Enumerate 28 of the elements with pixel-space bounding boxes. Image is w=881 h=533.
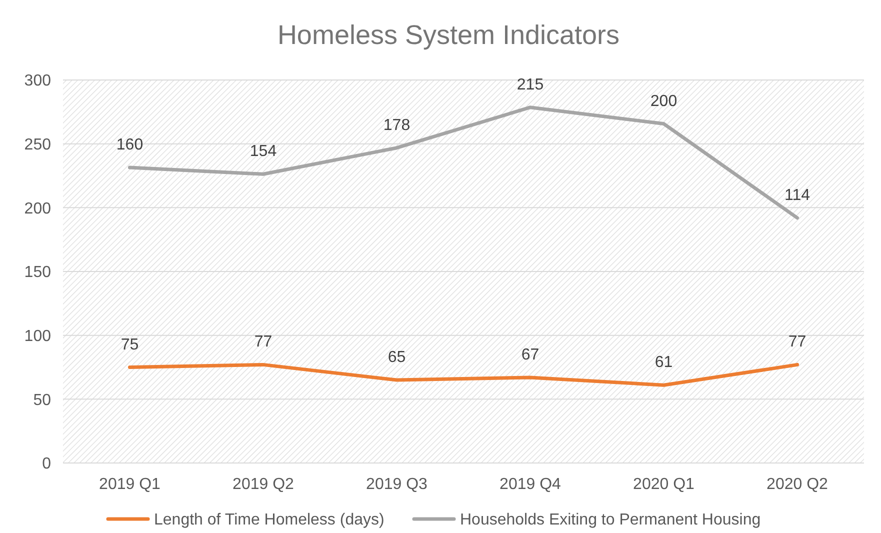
data-label: 77 [788, 334, 806, 351]
data-label: 75 [120, 336, 139, 354]
x-tick-label: 2019 Q3 [366, 476, 428, 493]
data-label: 61 [654, 354, 673, 372]
chart-title: Homeless System Indicators [277, 20, 620, 50]
data-label: 154 [250, 143, 277, 160]
data-label: 160 [116, 136, 144, 154]
y-tick-label: 150 [24, 264, 52, 282]
x-tick-label: 2020 Q2 [766, 476, 828, 493]
y-tick-label: 50 [33, 392, 52, 409]
legend-label: Length of Time Homeless (days) [154, 512, 384, 529]
data-label: 114 [784, 186, 810, 204]
y-tick-label: 250 [24, 136, 52, 154]
y-tick-label: 0 [42, 456, 52, 473]
data-label: 65 [388, 349, 406, 366]
legend-label: Households Exiting to Permanent Housing [460, 512, 761, 529]
y-tick-label: 100 [24, 328, 52, 345]
x-tick-label: 2020 Q1 [633, 476, 695, 493]
x-tick-label: 2019 Q2 [232, 476, 294, 493]
data-label: 200 [650, 92, 678, 110]
data-label: 178 [383, 116, 410, 134]
x-tick-label: 2019 Q4 [500, 476, 562, 493]
x-tick-label: 2019 Q1 [99, 476, 161, 493]
y-tick-label: 200 [24, 200, 52, 218]
data-label: 215 [516, 76, 544, 94]
data-label: 67 [521, 346, 540, 364]
data-label: 77 [254, 334, 272, 351]
y-tick-label: 300 [24, 72, 52, 90]
